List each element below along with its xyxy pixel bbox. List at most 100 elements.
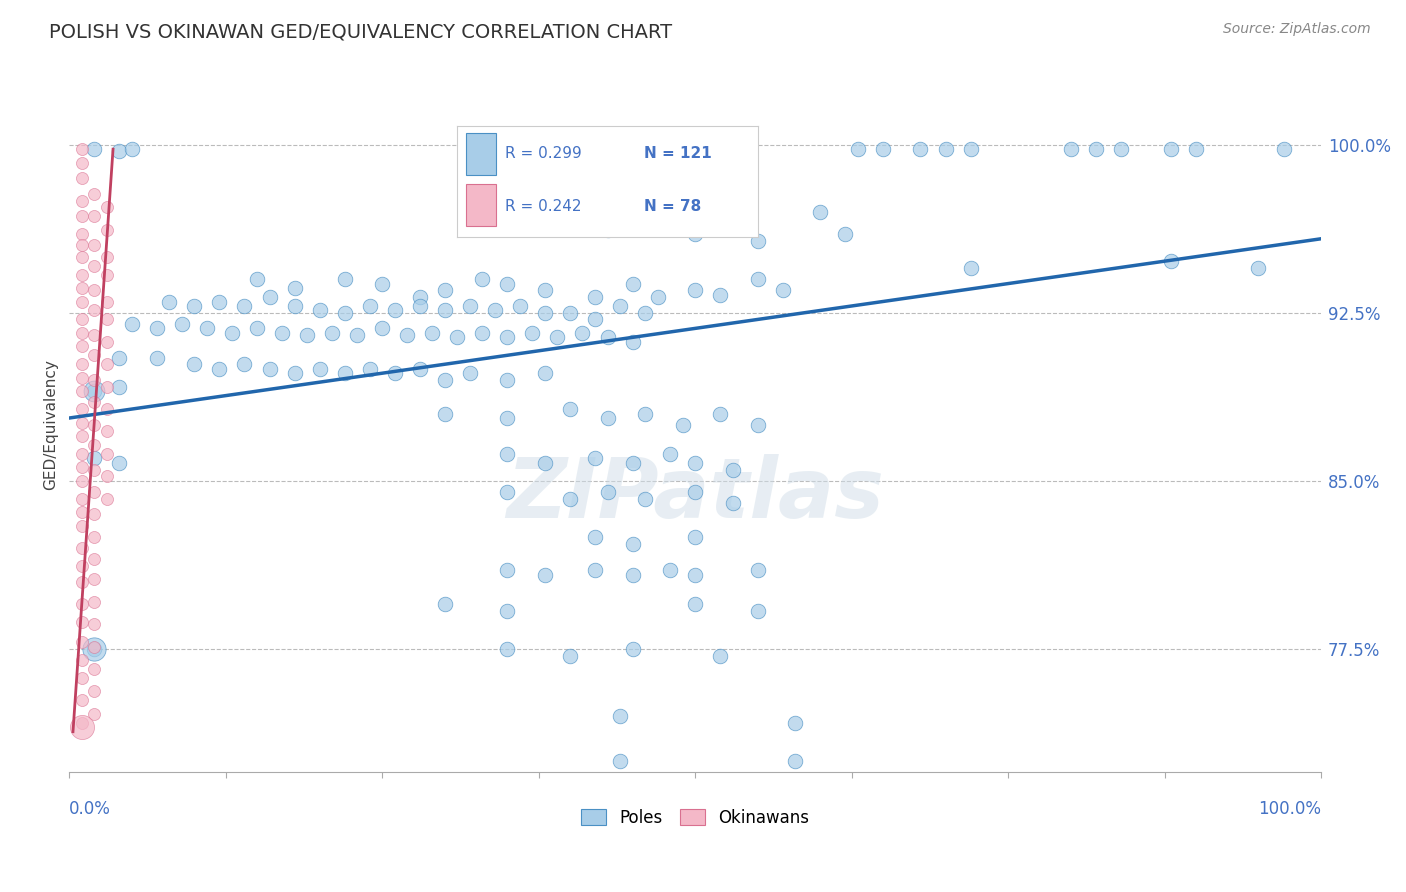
- Point: [747, 563, 769, 577]
- Point: [146, 321, 169, 335]
- Y-axis label: GED/Equivalency: GED/Equivalency: [44, 359, 58, 491]
- Point: [647, 290, 669, 304]
- Point: [83, 384, 105, 398]
- Point: [546, 330, 568, 344]
- Point: [70, 720, 93, 734]
- Point: [183, 357, 205, 371]
- Text: Source: ZipAtlas.com: Source: ZipAtlas.com: [1223, 22, 1371, 37]
- Point: [446, 330, 468, 344]
- Point: [83, 395, 105, 409]
- Point: [221, 326, 243, 340]
- Point: [83, 485, 105, 500]
- Point: [96, 469, 118, 483]
- Point: [509, 299, 531, 313]
- Point: [396, 328, 419, 343]
- Point: [284, 366, 307, 380]
- Point: [571, 326, 593, 340]
- Point: [96, 223, 118, 237]
- Point: [83, 508, 105, 522]
- Point: [70, 671, 93, 685]
- Point: [596, 223, 619, 237]
- Point: [70, 384, 93, 398]
- Point: [534, 283, 557, 297]
- Point: [83, 451, 105, 466]
- Point: [609, 709, 631, 723]
- Point: [496, 485, 519, 500]
- Point: [208, 361, 231, 376]
- Point: [1109, 142, 1132, 156]
- Point: [321, 326, 343, 340]
- Point: [1247, 260, 1270, 275]
- Point: [721, 496, 744, 510]
- Point: [83, 384, 105, 398]
- Point: [1084, 142, 1107, 156]
- Point: [471, 326, 494, 340]
- Point: [621, 142, 644, 156]
- Point: [259, 290, 281, 304]
- Point: [621, 567, 644, 582]
- Point: [558, 306, 581, 320]
- Point: [709, 287, 731, 301]
- Point: [70, 460, 93, 475]
- Point: [83, 552, 105, 566]
- Point: [433, 373, 456, 387]
- Point: [96, 312, 118, 326]
- Point: [709, 407, 731, 421]
- Point: [83, 142, 105, 156]
- Point: [534, 306, 557, 320]
- Point: [83, 438, 105, 452]
- Point: [484, 303, 506, 318]
- Point: [1060, 142, 1083, 156]
- Point: [70, 281, 93, 295]
- Point: [208, 294, 231, 309]
- Text: POLISH VS OKINAWAN GED/EQUIVALENCY CORRELATION CHART: POLISH VS OKINAWAN GED/EQUIVALENCY CORRE…: [49, 22, 672, 41]
- Point: [70, 429, 93, 443]
- Point: [558, 142, 581, 156]
- Point: [96, 294, 118, 309]
- Point: [621, 536, 644, 550]
- Point: [157, 294, 180, 309]
- Point: [333, 306, 356, 320]
- Point: [534, 142, 557, 156]
- Point: [683, 567, 706, 582]
- Point: [959, 260, 981, 275]
- Point: [346, 328, 368, 343]
- Point: [96, 250, 118, 264]
- Point: [872, 142, 894, 156]
- Point: [433, 407, 456, 421]
- Point: [70, 339, 93, 353]
- Point: [96, 425, 118, 439]
- Point: [522, 326, 544, 340]
- Point: [621, 641, 644, 656]
- Point: [583, 563, 606, 577]
- Point: [233, 299, 256, 313]
- Point: [70, 615, 93, 629]
- Point: [834, 227, 856, 242]
- Point: [371, 321, 394, 335]
- Point: [96, 491, 118, 506]
- Point: [96, 447, 118, 461]
- Point: [70, 447, 93, 461]
- Point: [83, 283, 105, 297]
- Point: [96, 201, 118, 215]
- Point: [70, 250, 93, 264]
- Point: [96, 268, 118, 282]
- Point: [384, 366, 406, 380]
- Point: [496, 641, 519, 656]
- Point: [246, 272, 269, 286]
- Point: [70, 142, 93, 156]
- Point: [284, 281, 307, 295]
- Point: [170, 317, 193, 331]
- Point: [195, 321, 218, 335]
- Point: [683, 283, 706, 297]
- Point: [295, 328, 318, 343]
- Point: [70, 194, 93, 208]
- Point: [108, 145, 131, 159]
- Point: [634, 491, 657, 506]
- Point: [471, 272, 494, 286]
- Point: [683, 530, 706, 544]
- Point: [70, 505, 93, 519]
- Point: [246, 321, 269, 335]
- Point: [83, 706, 105, 721]
- Point: [596, 485, 619, 500]
